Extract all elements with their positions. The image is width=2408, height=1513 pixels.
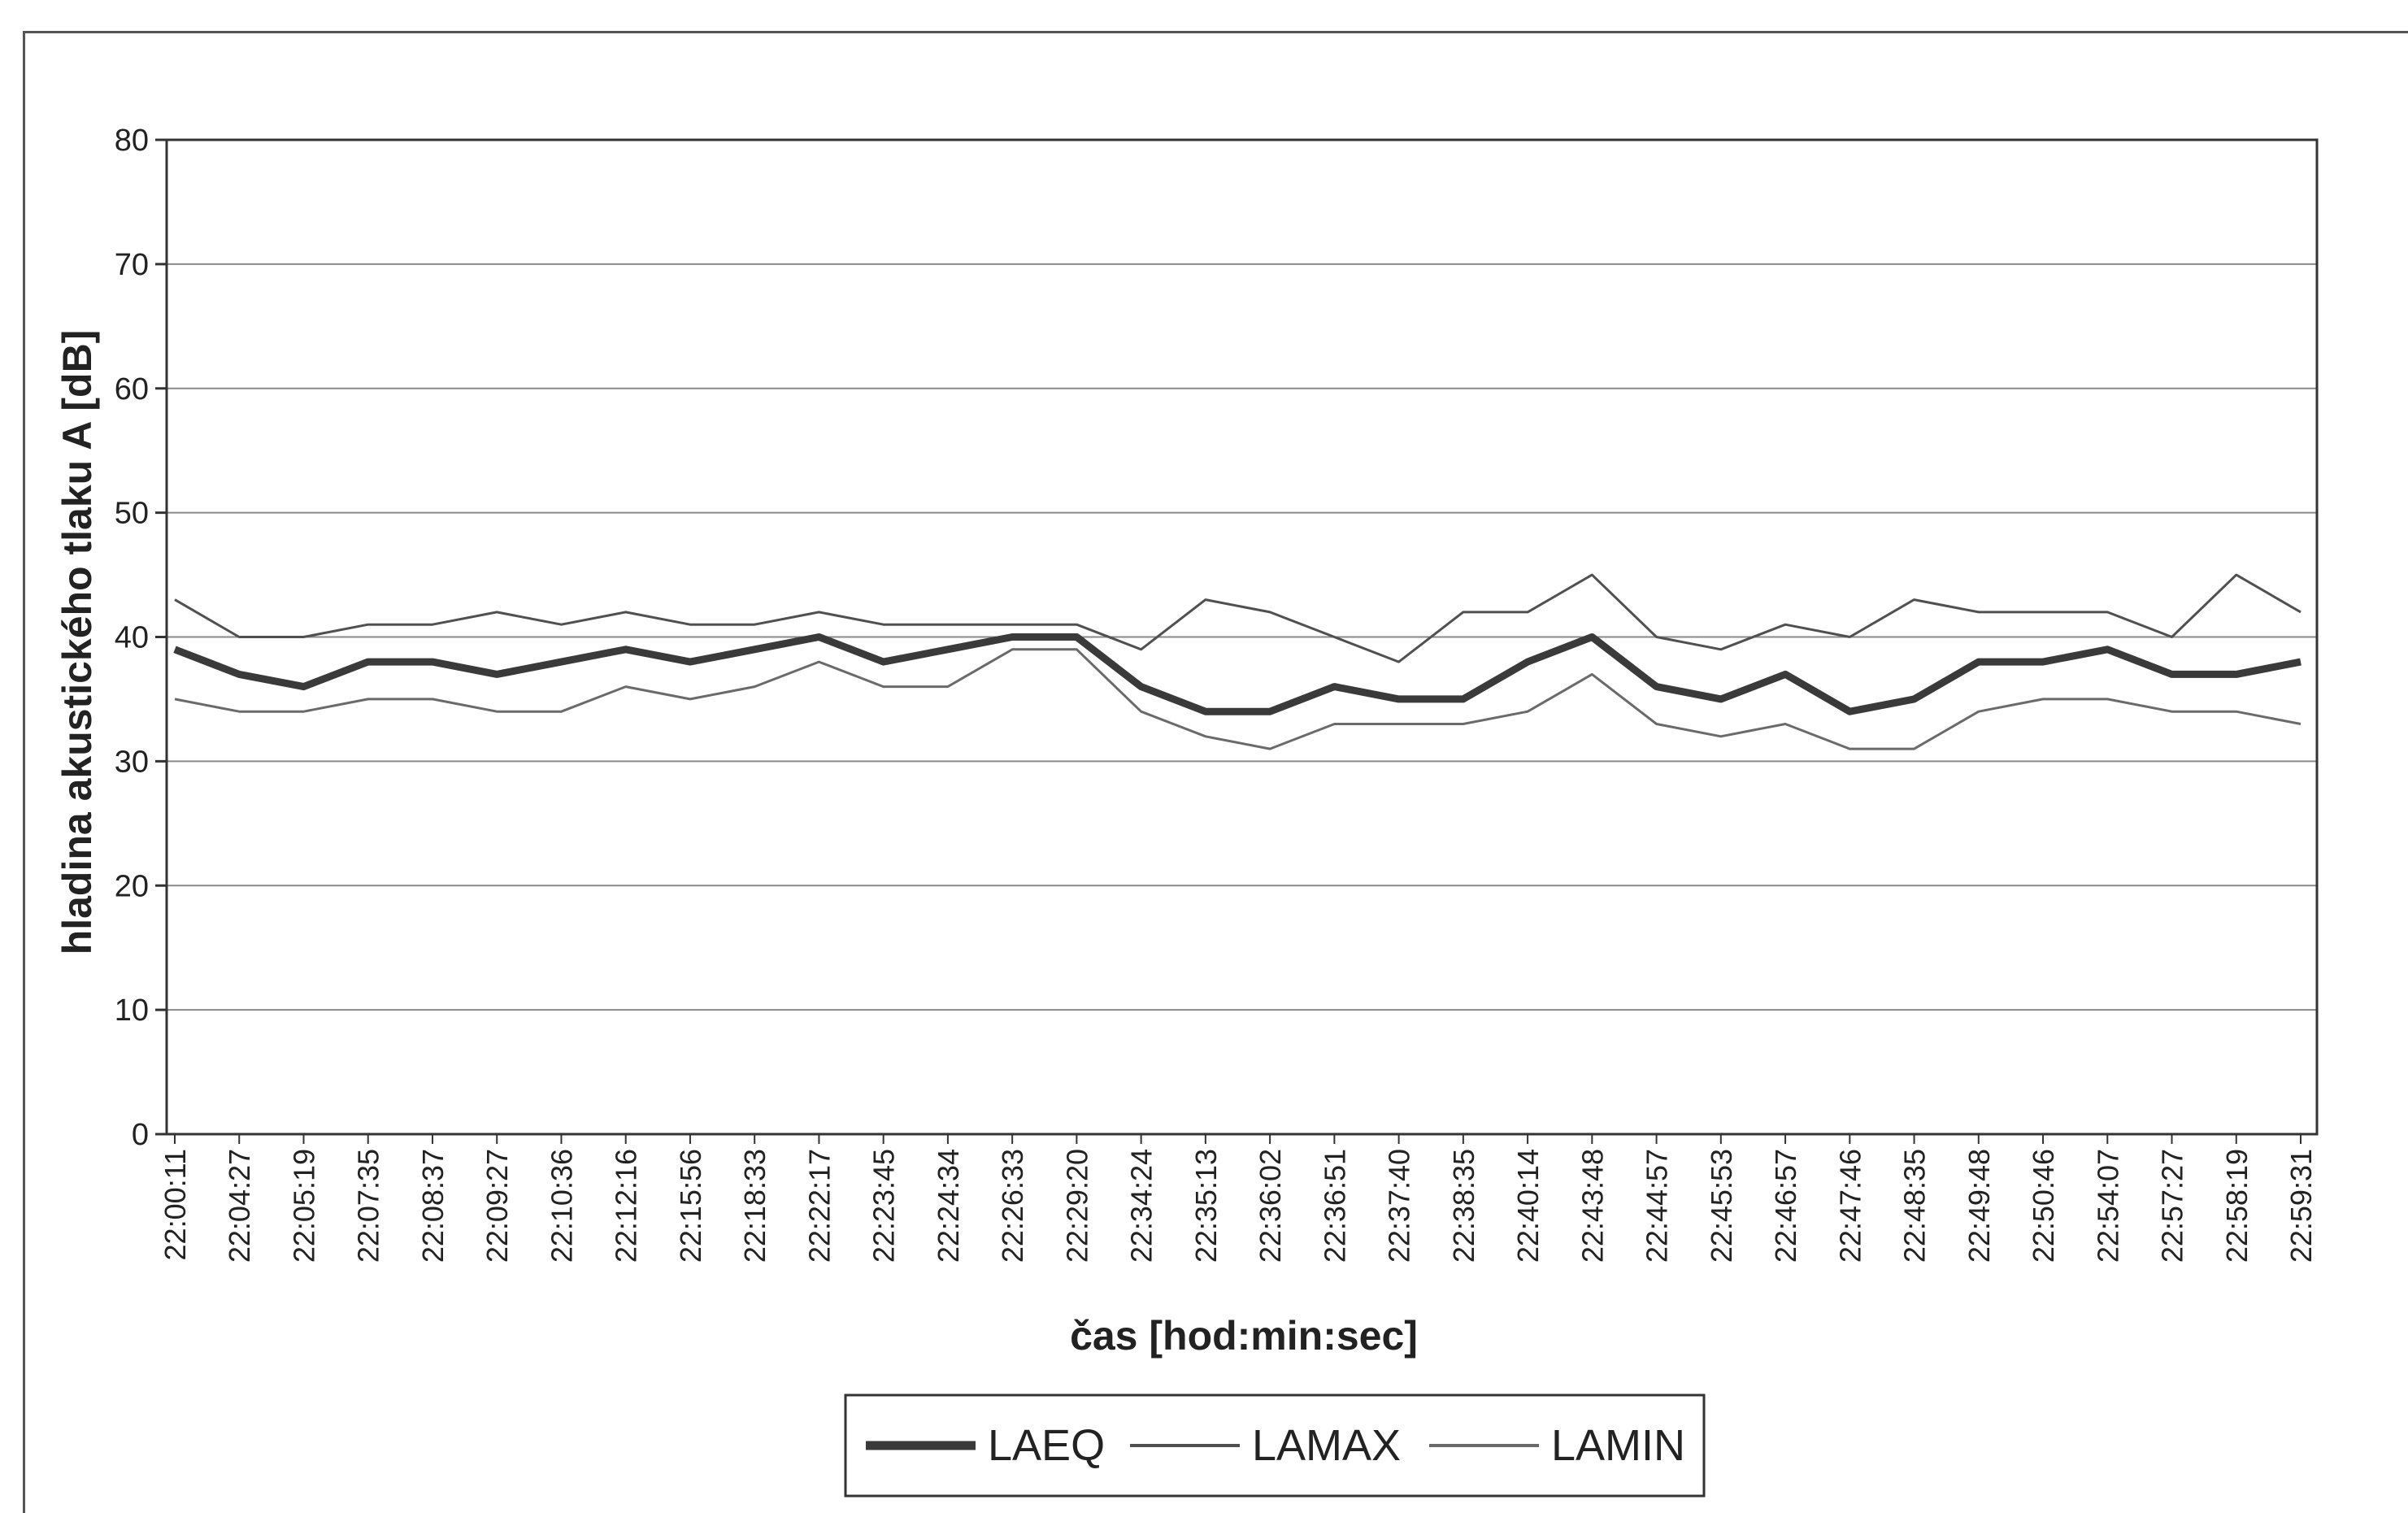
series-line-lamax: [174, 573, 2302, 663]
y-tick-label: 60: [115, 372, 149, 407]
x-axis-title: čas [hod:min:sec]: [1070, 1313, 1418, 1359]
x-tick-label: 22:22:17: [802, 1149, 836, 1263]
x-tick-label: 22:50:46: [2027, 1149, 2060, 1263]
x-tick-label: 22:45:53: [1705, 1149, 1738, 1263]
y-tick-label: 30: [115, 745, 149, 779]
x-tick-label: 22:15:56: [674, 1149, 707, 1263]
legend-box: [844, 1393, 1706, 1498]
x-tick-label: 22:07:35: [352, 1149, 385, 1263]
series-line-laeq: [173, 633, 2302, 715]
legend-label-lamax: LAMAX: [1252, 1421, 1401, 1470]
y-tick-label: 80: [115, 124, 149, 158]
x-tick-label: 22:04:27: [223, 1149, 256, 1263]
x-tick-label: 22:36:51: [1318, 1149, 1351, 1263]
x-tick-label: 22:54:07: [2091, 1149, 2124, 1263]
x-tick-label: 22:40:14: [1511, 1149, 1545, 1263]
x-tick-label: 22:24:34: [932, 1149, 965, 1263]
x-tick-label: 22:10:36: [545, 1149, 578, 1263]
x-tick-label: 22:23:45: [867, 1149, 901, 1263]
y-tick-label: 40: [115, 621, 149, 655]
y-axis-title: hladina akustického tlaku A [dB]: [54, 330, 100, 955]
y-axis-ticks: 0 10 20 30 40 50 60 70 80: [115, 124, 167, 1152]
x-tick-label: 22:05:19: [287, 1149, 320, 1263]
x-tick-label: 22:18:33: [738, 1149, 772, 1263]
x-tick-label: 22:48:35: [1898, 1149, 1932, 1263]
y-tick-label: 10: [115, 993, 149, 1028]
legend: LAEQ LAMAX LAMIN: [844, 1393, 1706, 1498]
y-tick-label: 0: [132, 1118, 149, 1152]
y-tick-label: 70: [115, 248, 149, 282]
x-tick-label: 22:43:48: [1576, 1149, 1609, 1263]
x-tick-label: 22:57:27: [2156, 1149, 2189, 1263]
x-tick-label: 22:12:16: [610, 1149, 643, 1263]
series-lines: [173, 573, 2302, 750]
x-tick-label: 22:37:40: [1383, 1149, 1416, 1263]
x-tick-label: 22:34:24: [1125, 1149, 1158, 1263]
x-tick-label: 22:49:48: [1962, 1149, 1996, 1263]
legend-label-laeq: LAEQ: [988, 1421, 1105, 1470]
x-tick-label: 22:29:20: [1060, 1149, 1093, 1263]
x-tick-label: 22:44:57: [1641, 1149, 1674, 1263]
x-tick-label: 22:58:19: [2220, 1149, 2254, 1263]
x-tick-label: 22:38:35: [1447, 1149, 1480, 1263]
x-tick-label: 22:26:33: [996, 1149, 1029, 1263]
x-tick-label: 22:09:27: [480, 1149, 514, 1263]
x-tick-label: 22:36:02: [1254, 1149, 1287, 1263]
y-tick-label: 20: [115, 869, 149, 903]
x-tick-label: 22:08:37: [416, 1149, 450, 1263]
legend-label-lamin: LAMIN: [1551, 1421, 1685, 1470]
x-tick-label: 22:59:31: [2284, 1149, 2318, 1263]
x-tick-label: 22:46:57: [1769, 1149, 1802, 1263]
x-tick-label: 22:35:13: [1189, 1149, 1223, 1263]
x-tick-label: 22:00:11: [159, 1149, 192, 1260]
series-line-lamin: [174, 648, 2302, 750]
x-axis-ticks: 22:00:11 22:04:27 22:05:19 22:07:35 22:08:37…: [159, 1134, 2318, 1263]
chart-frame: [23, 31, 2408, 1513]
x-tick-label: 22:47:46: [1833, 1149, 1867, 1263]
y-tick-label: 50: [115, 497, 149, 531]
gridlines: [167, 263, 2317, 1011]
